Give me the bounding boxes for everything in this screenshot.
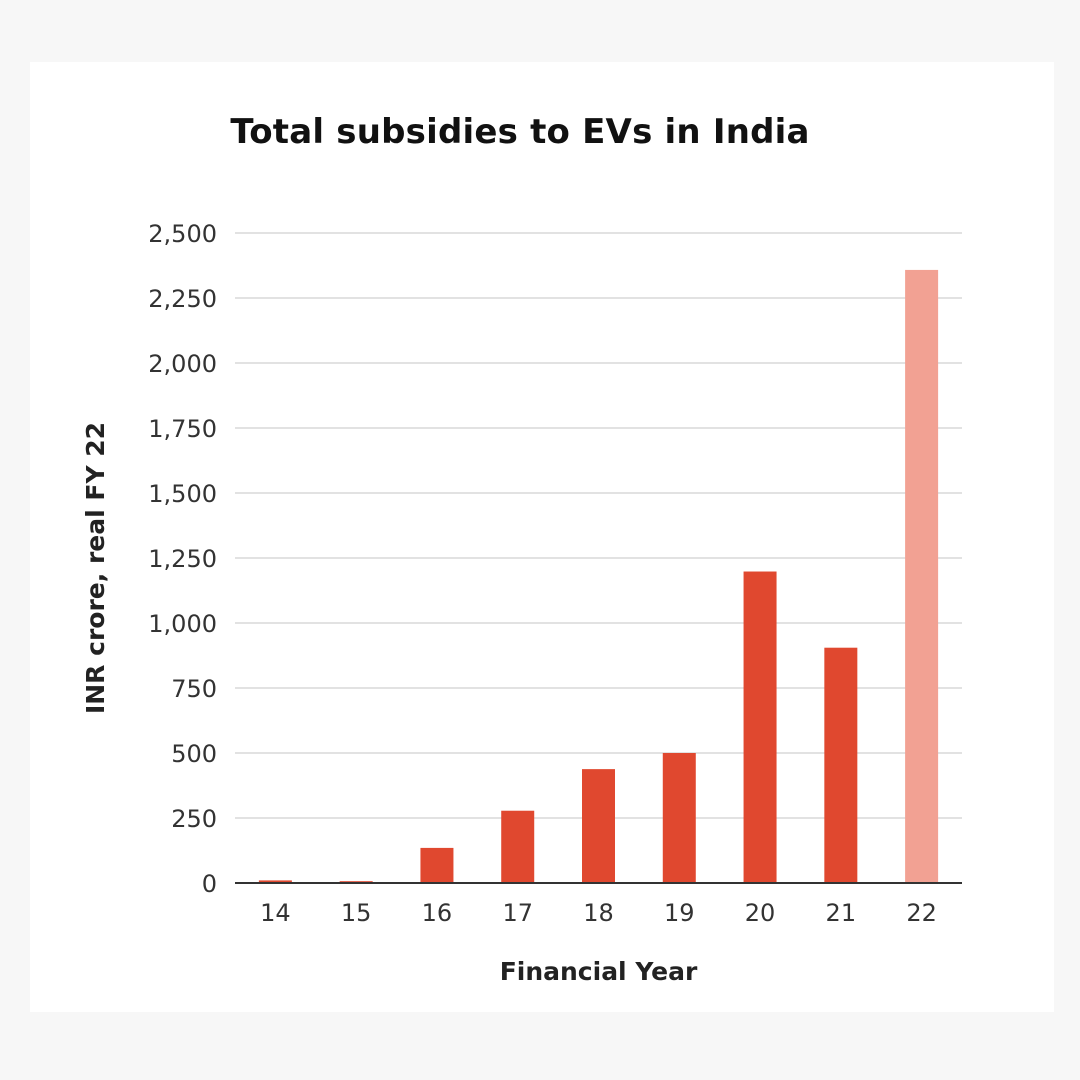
y-tick-label: 1,750 (148, 415, 217, 443)
y-tick-labels: 0 250 500 750 1,000 1,250 1,500 1,750 2,000 2,250… (148, 220, 217, 898)
bars (258, 269, 939, 883)
bar-22 (905, 269, 939, 883)
x-tick-label: 17 (502, 899, 533, 927)
x-tick-label: 19 (664, 899, 695, 927)
bar-20 (743, 571, 777, 883)
bar-14 (258, 880, 292, 883)
y-tick-label: 500 (171, 740, 217, 768)
y-tick-label: 1,500 (148, 480, 217, 508)
y-tick-label: 0 (202, 870, 217, 898)
y-tick-label: 2,500 (148, 220, 217, 248)
x-axis-title: Financial Year (500, 957, 698, 986)
x-tick-label: 22 (906, 899, 937, 927)
chart-title: Total subsidies to EVs in India (230, 112, 810, 152)
x-tick-label: 16 (422, 899, 453, 927)
bar-21 (824, 647, 858, 883)
y-tick-label: 250 (171, 805, 217, 833)
x-tick-label: 21 (826, 899, 857, 927)
chart-card (30, 62, 1054, 1012)
x-tick-label: 14 (260, 899, 291, 927)
x-tick-label: 18 (583, 899, 614, 927)
y-tick-label: 750 (171, 675, 217, 703)
y-tick-label: 1,000 (148, 610, 217, 638)
bar-19 (662, 753, 696, 883)
y-tick-label: 2,250 (148, 285, 217, 313)
bar-18 (582, 769, 615, 883)
x-tick-labels: 14 15 16 17 18 19 20 21 22 (260, 899, 937, 927)
y-tick-label: 1,250 (148, 545, 217, 573)
y-tick-label: 2,000 (148, 350, 217, 378)
y-axis-title: INR crore, real FY 22 (81, 422, 110, 714)
bar-16 (420, 847, 454, 883)
x-tick-label: 15 (341, 899, 372, 927)
bar-17 (501, 810, 535, 883)
grid-lines (235, 232, 962, 819)
x-tick-label: 20 (745, 899, 776, 927)
